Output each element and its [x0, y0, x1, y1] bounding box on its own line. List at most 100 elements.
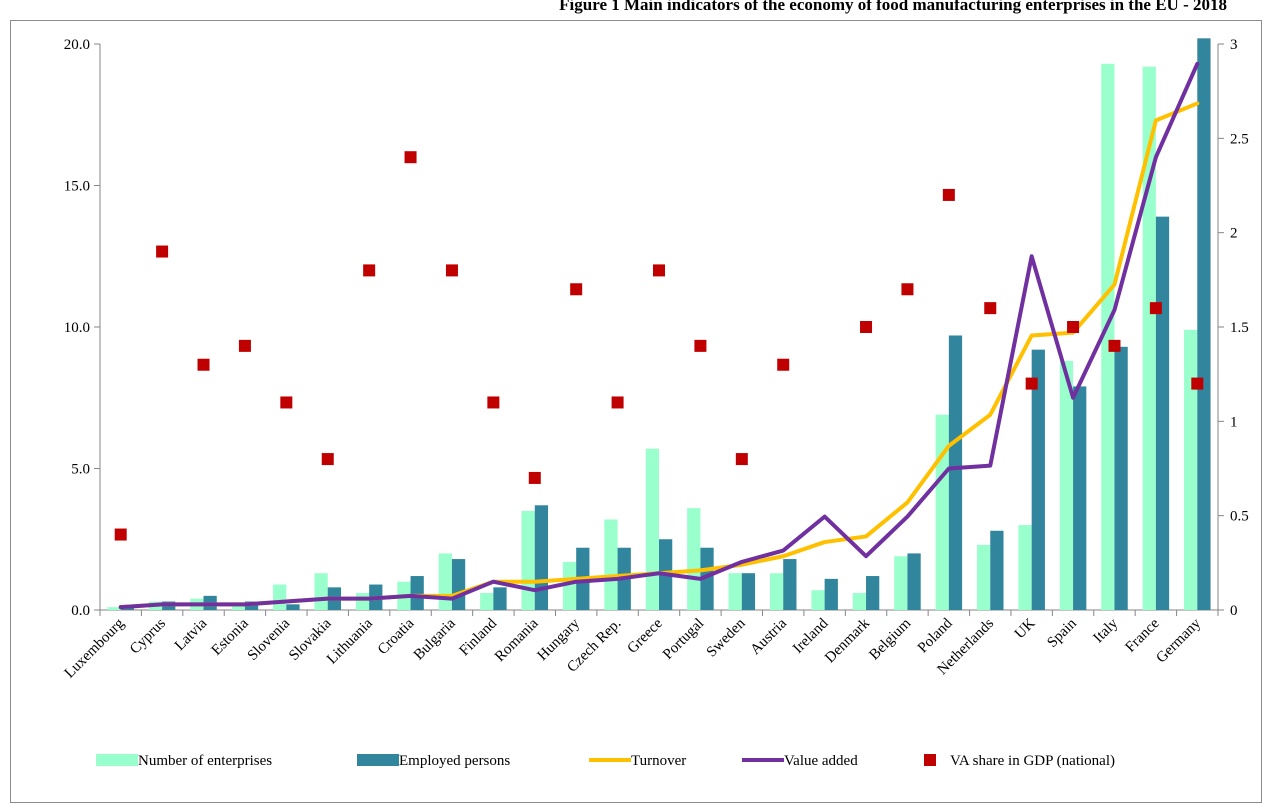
x-tick-label: France	[1123, 615, 1163, 655]
right-tick-label: 0	[1230, 603, 1238, 619]
legend-label: Value added	[784, 753, 858, 769]
legend-swatch	[924, 754, 936, 766]
point	[321, 453, 334, 466]
point	[653, 264, 665, 277]
bar	[852, 593, 867, 610]
bar	[355, 593, 370, 610]
bar	[907, 553, 921, 610]
bar	[1101, 63, 1115, 611]
x-tick-label: UK	[1012, 615, 1039, 642]
right-tick-label: 1	[1230, 414, 1238, 430]
chart-title: Figure 1 Main indicators of the economy …	[559, 0, 1227, 14]
point	[197, 358, 210, 371]
left-tick-label: 15.0	[64, 179, 90, 195]
legend-label: Employed persons	[399, 753, 510, 769]
bar	[534, 505, 549, 610]
bar	[741, 573, 756, 610]
bar	[783, 559, 797, 610]
bar	[977, 544, 991, 610]
legend-swatch	[96, 754, 138, 766]
bar	[1059, 360, 1074, 610]
bar	[1018, 525, 1032, 610]
bar	[314, 573, 328, 610]
point	[1191, 377, 1204, 390]
point	[528, 471, 541, 484]
bar	[493, 587, 507, 610]
bar	[451, 559, 466, 610]
bar	[1197, 38, 1211, 610]
bar	[769, 573, 784, 610]
left-tick-label: 5.0	[71, 462, 90, 478]
point	[735, 453, 748, 466]
x-tick-label: Romania	[492, 615, 542, 665]
bar	[273, 584, 287, 610]
x-tick-label: Slovenia	[245, 615, 294, 664]
bar	[990, 530, 1004, 610]
bar	[438, 553, 452, 610]
bar	[866, 576, 880, 610]
x-tick-label: Bulgaria	[411, 615, 459, 663]
point	[611, 396, 624, 409]
bar	[700, 547, 714, 610]
point	[1067, 321, 1080, 333]
left-tick-label: 20.0	[64, 37, 90, 53]
point	[901, 283, 914, 296]
bar	[1031, 349, 1045, 610]
bar	[1184, 329, 1198, 610]
x-tick-label: Spain	[1044, 615, 1080, 651]
bar	[811, 590, 825, 610]
bar	[1114, 346, 1128, 610]
bar	[1142, 66, 1156, 610]
bar	[645, 448, 659, 610]
x-tick-label: Denmark	[822, 615, 873, 666]
left-tick-label: 10.0	[64, 320, 90, 336]
point	[1108, 339, 1121, 352]
right-tick-label: 1.5	[1230, 320, 1249, 336]
point	[984, 302, 997, 315]
x-tick-label: Italy	[1091, 615, 1122, 646]
bar	[1073, 386, 1087, 610]
point	[445, 264, 458, 277]
bar	[521, 510, 535, 610]
x-tick-label: Portugal	[660, 616, 707, 663]
legend-label: VA share in GDP (national)	[950, 753, 1115, 769]
right-tick-label: 2.5	[1230, 131, 1249, 147]
point	[942, 188, 955, 201]
bar	[728, 573, 742, 610]
point	[487, 396, 500, 409]
right-tick-label: 0.5	[1230, 509, 1249, 525]
point	[1149, 302, 1162, 315]
point	[363, 264, 376, 277]
bar	[286, 604, 300, 610]
bar	[935, 414, 949, 610]
x-tick-label: Austria	[748, 615, 791, 658]
point	[570, 283, 583, 296]
point	[404, 151, 417, 164]
point	[1025, 377, 1038, 390]
point	[280, 396, 293, 409]
x-tick-label: Luxembourg	[62, 615, 128, 681]
bar	[231, 604, 245, 610]
bar	[1155, 216, 1170, 610]
bar	[410, 576, 424, 610]
point	[694, 339, 707, 352]
point	[777, 358, 790, 371]
left-tick-label: 0.0	[71, 603, 90, 619]
point	[860, 321, 873, 333]
x-tick-label: Cyprus	[127, 615, 169, 657]
bar	[824, 578, 838, 610]
x-tick-label: Lithuania	[324, 615, 376, 667]
point	[156, 245, 169, 258]
x-tick-label: Belgium	[866, 615, 914, 663]
legend-label: Number of enterprises	[138, 753, 272, 769]
x-tick-label: Latvia	[172, 615, 211, 654]
bar	[480, 593, 494, 610]
bar	[604, 519, 618, 610]
point	[114, 528, 127, 541]
legend-label: Turnover	[631, 753, 686, 769]
x-tick-label: Sweden	[704, 615, 749, 660]
x-tick-label: Germany	[1153, 615, 1204, 666]
legend-swatch	[357, 754, 399, 766]
right-tick-label: 2	[1230, 226, 1238, 242]
bar	[948, 335, 963, 610]
